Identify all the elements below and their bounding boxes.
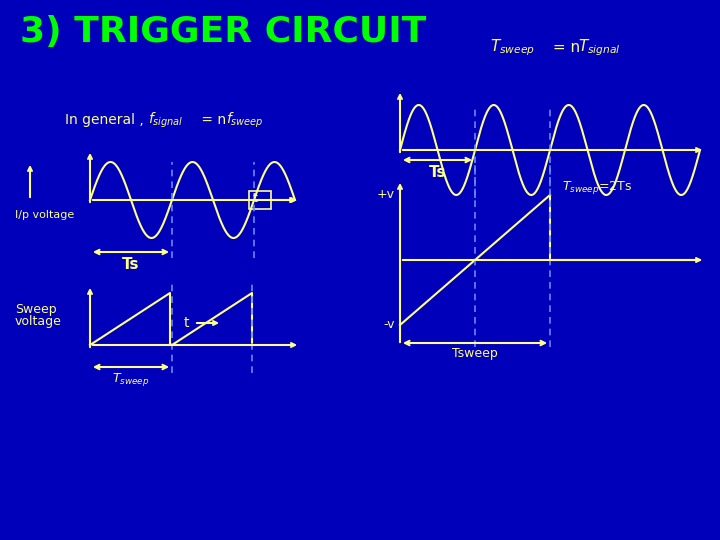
Bar xyxy=(249,191,271,209)
Text: $T_{signal}$: $T_{signal}$ xyxy=(578,38,621,58)
Text: $T_{sweep}$: $T_{sweep}$ xyxy=(112,371,150,388)
Text: t: t xyxy=(184,316,189,330)
Text: = n: = n xyxy=(197,113,230,127)
Text: $f_{sweep}$: $f_{sweep}$ xyxy=(226,110,264,130)
Text: Ts: Ts xyxy=(122,257,140,272)
Text: -v: -v xyxy=(384,319,395,332)
Text: $T_{sweep}$=2Ts: $T_{sweep}$=2Ts xyxy=(562,179,632,197)
Text: t: t xyxy=(253,192,258,205)
Text: = n: = n xyxy=(548,40,585,56)
Text: Ts: Ts xyxy=(428,165,446,180)
Text: Sweep: Sweep xyxy=(15,303,57,316)
Text: +v: +v xyxy=(377,188,395,201)
Text: voltage: voltage xyxy=(15,315,62,328)
Text: Tsweep: Tsweep xyxy=(452,347,498,360)
Text: $T_{sweep}$: $T_{sweep}$ xyxy=(490,38,535,58)
Text: 3) TRIGGER CIRCUIT: 3) TRIGGER CIRCUIT xyxy=(20,15,426,49)
Text: I/p voltage: I/p voltage xyxy=(15,210,74,220)
Text: In general ,: In general , xyxy=(65,113,144,127)
Text: $f_{signal}$: $f_{signal}$ xyxy=(148,110,184,130)
